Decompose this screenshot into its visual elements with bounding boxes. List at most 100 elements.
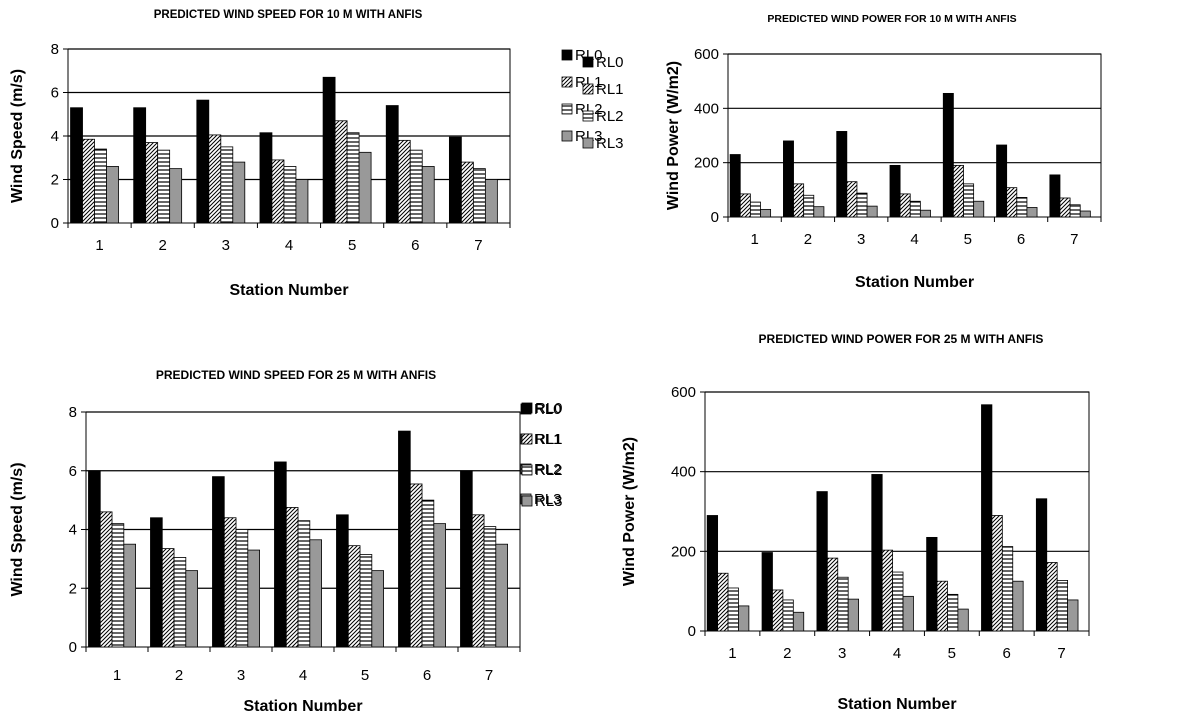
y-tick-label: 0 [69, 639, 77, 656]
bar-rl1-station-2 [145, 142, 159, 224]
bar-rl2-station-7 [483, 526, 497, 648]
bar-rl2-station-3 [837, 576, 849, 632]
bar-rl2-station-2 [803, 194, 815, 218]
y-tick-label: 0 [51, 215, 59, 232]
chart-speed-25m-svg: PREDICTED WIND SPEED FOR 25 M WITH ANFIS… [9, 368, 562, 715]
bar-rl3-station-5 [957, 608, 969, 632]
x-tick-label: 4 [299, 667, 307, 684]
legend-swatch-rl1 [561, 76, 573, 88]
bar-rl0-station-2 [150, 517, 163, 648]
bar-rl1-station-7 [460, 161, 474, 224]
bar-rl2-station-5 [346, 132, 360, 224]
y-axis-label: Wind Speed (m/s) [9, 462, 26, 596]
legend-swatch-rl0 [561, 49, 573, 61]
y-tick-label: 8 [69, 404, 77, 421]
bar-rl3-station-3 [247, 549, 261, 648]
legend-swatch-rl3 [521, 495, 533, 507]
chart-title: PREDICTED WIND SPEED FOR 25 M WITH ANFIS [156, 368, 436, 382]
bar-rl0-station-3 [816, 491, 828, 632]
x-axis-label: Station Number [243, 698, 362, 715]
bar-rl1-station-3 [208, 134, 222, 224]
legend-label-rl2: RL2 [535, 462, 563, 479]
bar-rl0-station-4 [871, 474, 883, 632]
bar-rl1-station-2 [793, 183, 805, 218]
chart-title: PREDICTED WIND POWER FOR 25 M WITH ANFIS [759, 332, 1044, 346]
bar-rl3-station-1 [123, 543, 136, 648]
bar-rl2-station-2 [157, 149, 171, 224]
bar-rl3-station-5 [371, 570, 385, 648]
bar-rl0-station-2 [761, 552, 773, 632]
bar-rl1-station-4 [899, 193, 911, 218]
y-tick-label: 200 [694, 155, 719, 172]
x-tick-label: 1 [113, 667, 121, 684]
bar-rl0-station-7 [1049, 174, 1061, 218]
bar-rl0-station-5 [926, 536, 938, 632]
bar-rl0-station-6 [981, 404, 993, 632]
x-tick-label: 2 [175, 667, 183, 684]
x-tick-label: 5 [964, 231, 972, 248]
x-tick-label: 2 [783, 645, 791, 662]
y-tick-label: 600 [694, 46, 719, 63]
chart-power-10m: PREDICTED WIND POWER FOR 10 M WITH ANFIS… [582, 0, 1179, 305]
bar-rl3-station-5 [973, 200, 985, 218]
x-tick-label: 7 [1057, 645, 1065, 662]
chart-speed-10m: PREDICTED WIND SPEED FOR 10 M WITH ANFIS… [0, 0, 603, 305]
bar-rl0-station-7 [460, 470, 473, 648]
bar-rl0-station-7 [448, 136, 462, 224]
legend-swatch-rl3 [561, 130, 573, 142]
x-tick-label: 1 [750, 231, 758, 248]
x-axis-label: Station Number [855, 274, 974, 291]
bar-rl3-station-7 [484, 179, 498, 224]
legend-label-rl0: RL0 [535, 400, 563, 417]
bar-rl0-station-5 [322, 76, 336, 224]
bar-rl2-station-4 [892, 571, 904, 632]
bar-rl1-station-3 [223, 517, 237, 648]
bar-rl1-station-7 [1046, 562, 1058, 632]
bar-rl0-station-1 [706, 515, 719, 632]
bar-rl2-station-1 [94, 148, 107, 224]
bar-rl3-station-1 [106, 166, 119, 224]
bar-rl2-station-2 [782, 599, 794, 632]
legend-label-rl2: RL2 [575, 101, 603, 118]
y-tick-label: 6 [69, 463, 77, 480]
bar-rl3-station-6 [421, 166, 435, 224]
x-tick-label: 2 [159, 237, 167, 254]
chart-speed-25m: PREDICTED WIND SPEED FOR 25 M WITH ANFIS… [0, 355, 590, 715]
bar-rl2-station-6 [1001, 546, 1014, 632]
bar-rl1-station-5 [347, 545, 361, 648]
legend-label-rl3: RL3 [534, 491, 562, 508]
bar-rl1-station-5 [952, 164, 964, 218]
bar-rl3-station-7 [1067, 599, 1079, 632]
bar-rl2-station-1 [749, 201, 761, 218]
bar-rl0-station-3 [196, 99, 210, 224]
x-tick-label: 4 [910, 231, 918, 248]
bar-rl0-station-5 [942, 92, 954, 218]
y-tick-label: 0 [711, 209, 719, 226]
x-tick-label: 1 [95, 237, 103, 254]
bar-rl3-station-4 [309, 539, 323, 648]
legend-swatch-rl3 [582, 137, 594, 149]
y-tick-label: 200 [671, 543, 696, 560]
x-tick-label: 3 [222, 237, 230, 254]
x-tick-label: 6 [1017, 231, 1025, 248]
bar-rl1-station-2 [772, 589, 784, 632]
bar-rl3-station-2 [169, 168, 183, 224]
x-tick-label: 3 [237, 667, 245, 684]
y-axis-label: Wind Power (W/m2) [621, 437, 638, 586]
bar-rl1-station-7 [1059, 197, 1071, 218]
bar-rl3-station-7 [1079, 210, 1091, 218]
bar-rl2-station-5 [947, 593, 959, 632]
bar-rl2-station-3 [856, 192, 868, 218]
bar-rl3-station-2 [792, 611, 805, 632]
bar-rl2-station-6 [409, 149, 423, 224]
bar-rl0-station-6 [385, 105, 399, 224]
bar-rl1-station-3 [826, 557, 839, 632]
x-tick-label: 6 [423, 667, 431, 684]
bar-rl1-station-6 [409, 483, 423, 648]
bar-rl1-station-1 [739, 193, 751, 218]
legend-swatch-rl2 [582, 110, 594, 122]
y-tick-label: 4 [51, 128, 59, 145]
bar-rl1-station-1 [82, 138, 95, 224]
bar-rl2-station-3 [235, 529, 249, 648]
x-tick-label: 3 [857, 231, 865, 248]
